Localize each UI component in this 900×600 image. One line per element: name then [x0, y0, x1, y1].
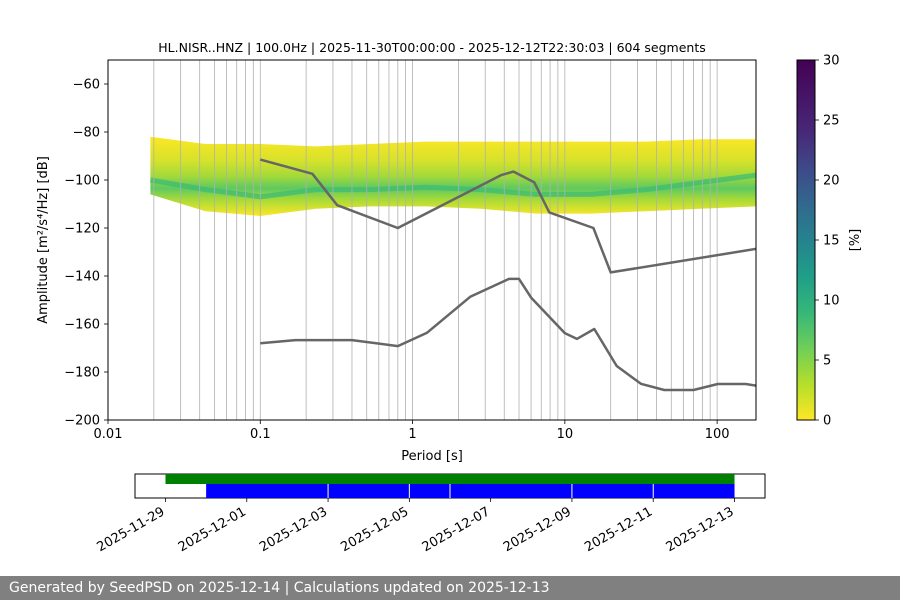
coverage-bar-psd — [206, 484, 735, 498]
footer-text: Generated by SeedPSD on 2025-12-14 | Cal… — [9, 580, 550, 596]
footer-bar: Generated by SeedPSD on 2025-12-14 | Cal… — [0, 576, 900, 600]
psd-heatmap-layer — [149, 136, 756, 216]
y-tick-label: −140 — [64, 270, 100, 285]
coverage-plot: 2025-11-29 2025-12-01 2025-12-03 2025-12-05… — [95, 473, 766, 555]
colorbar-tick-label: 5 — [823, 354, 831, 369]
x-tick-label: 100 — [705, 427, 730, 442]
date-tick-label: 2025-12-03 — [257, 504, 330, 555]
y-tick-label: −80 — [73, 126, 100, 141]
psd-plot: 0.01 0.1 1 10 100 −200 −180 −160 −140 −120 −100 −8… — [36, 59, 757, 464]
colorbar-tick-label: 30 — [823, 54, 840, 69]
y-tick-label: −200 — [64, 414, 100, 429]
noise-model-high-line — [259, 158, 756, 274]
psd-density-band — [150, 136, 756, 216]
y-tick-label: −160 — [64, 318, 100, 333]
x-tick-label: 10 — [557, 427, 574, 442]
psd-density-core — [149, 172, 756, 200]
chart-title: HL.NISR..HNZ | 100.0Hz | 2025-11-30T00:0… — [158, 40, 706, 55]
x-axis-label: Period [s] — [401, 449, 463, 464]
plot-background — [108, 60, 756, 420]
colorbar-label: [%] — [848, 229, 863, 252]
noise-model-low-line — [260, 277, 756, 392]
date-tick-label: 2025-12-05 — [338, 504, 411, 555]
date-tick-label: 2025-12-13 — [664, 504, 737, 555]
colorbar: 0 5 10 15 20 25 30 [%] — [796, 54, 863, 429]
x-axis: 0.01 0.1 1 10 100 — [94, 420, 730, 442]
y-tick-label: −180 — [64, 366, 100, 381]
date-tick-label: 2025-12-11 — [582, 504, 655, 555]
x-tick-label: 1 — [408, 427, 416, 442]
colorbar-gradient — [796, 59, 816, 421]
date-tick-label: 2025-12-07 — [420, 504, 493, 555]
coverage-date-axis: 2025-11-29 2025-12-01 2025-12-03 2025-12-05… — [95, 498, 737, 555]
y-axis: −200 −180 −160 −140 −120 −100 −80 −60 — [64, 78, 108, 429]
y-tick-label: −100 — [64, 174, 100, 189]
x-tick-label: 0.01 — [94, 427, 123, 442]
colorbar-tick-label: 25 — [823, 114, 840, 129]
colorbar-tick-label: 10 — [823, 294, 840, 309]
colorbar-ticks: 0 5 10 15 20 25 30 — [815, 54, 840, 429]
date-tick-label: 2025-12-09 — [501, 504, 574, 555]
y-tick-label: −60 — [73, 78, 100, 93]
y-axis-label: Amplitude [m²/s⁴/Hz] [dB] — [36, 156, 51, 324]
coverage-bar-data — [165, 474, 735, 484]
colorbar-tick-label: 0 — [823, 414, 831, 429]
coverage-bars — [165, 474, 735, 498]
date-tick-label: 2025-12-01 — [176, 504, 249, 555]
grid-layer — [153, 60, 718, 420]
noise-model-lines — [259, 158, 756, 392]
y-tick-label: −120 — [64, 222, 100, 237]
colorbar-tick-label: 15 — [823, 234, 840, 249]
plot-frame — [107, 59, 757, 421]
date-tick-label: 2025-11-29 — [95, 504, 168, 555]
psd-figure: HL.NISR..HNZ | 100.0Hz | 2025-11-30T00:0… — [36, 40, 863, 555]
colorbar-tick-label: 20 — [823, 174, 840, 189]
x-tick-label: 0.1 — [250, 427, 271, 442]
